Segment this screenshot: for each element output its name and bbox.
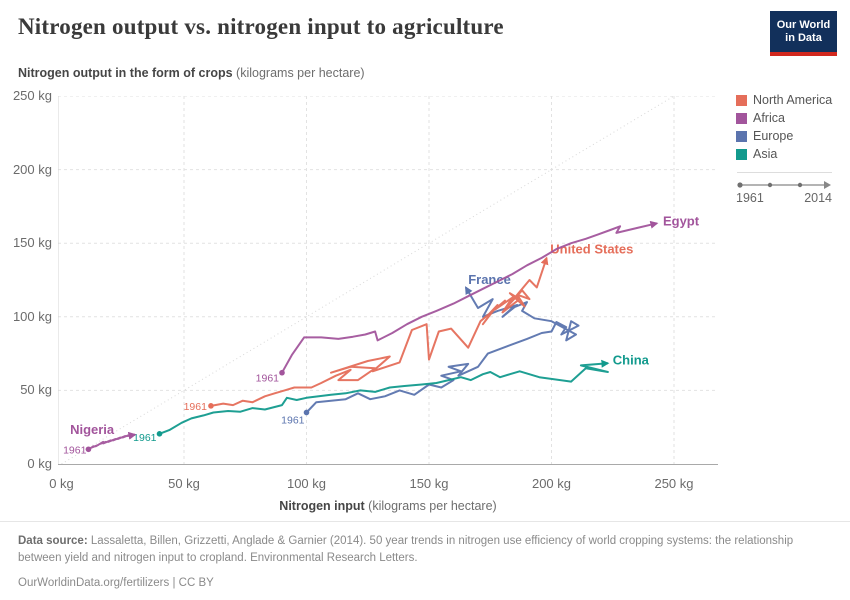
start-year-label: 1961 xyxy=(63,444,87,456)
legend-label: Asia xyxy=(753,147,778,161)
legend-label: Africa xyxy=(753,111,785,125)
legend-swatch-icon xyxy=(736,149,747,160)
legend-item-europe[interactable]: Europe xyxy=(736,130,844,143)
timeline-arrow-icon xyxy=(824,181,831,189)
series-line-france[interactable] xyxy=(305,286,580,414)
series-label-united-states[interactable]: United States xyxy=(549,240,635,258)
timeline-labels: 1961 2014 xyxy=(736,191,832,205)
y-tick-label: 150 kg xyxy=(12,235,52,251)
y-tick-label: 100 kg xyxy=(12,308,52,324)
diagonal-reference-line xyxy=(61,95,675,465)
legend-swatch-icon xyxy=(736,131,747,142)
x-tick-label: 50 kg xyxy=(168,476,200,491)
footer-separator: | xyxy=(169,576,179,589)
owid-url-link[interactable]: OurWorldinData.org/fertilizers xyxy=(18,576,170,589)
series-line-china[interactable] xyxy=(159,359,610,435)
timeline-slider[interactable] xyxy=(736,178,832,192)
start-year-label: 1961 xyxy=(281,414,305,426)
legend-label: Europe xyxy=(753,129,794,143)
page-title: Nitrogen output vs. nitrogen input to ag… xyxy=(18,14,504,39)
y-tick-label: 0 kg xyxy=(27,456,52,471)
data-source-note: Data source: Lassaletta, Billen, Grizzet… xyxy=(18,533,832,568)
series-start-dot xyxy=(208,403,214,409)
series-start-dot xyxy=(279,369,285,376)
legend-swatch-icon xyxy=(736,95,747,106)
series-label-nigeria[interactable]: Nigeria xyxy=(69,421,116,439)
y-tick-label: 50 kg xyxy=(20,382,52,398)
data-source-label: Data source: xyxy=(18,535,88,547)
series-line-united-states[interactable] xyxy=(210,256,549,407)
legend-item-north-america[interactable]: North America xyxy=(736,94,844,107)
y-axis-title: Nitrogen output in the form of crops (ki… xyxy=(18,66,365,80)
y-tick-label: 200 kg xyxy=(12,161,52,177)
timeline-start-handle[interactable] xyxy=(737,182,743,188)
owid-logo-line1: Our World xyxy=(776,18,831,31)
start-year-label: 1961 xyxy=(184,401,208,413)
footer-link-row: OurWorldinData.org/fertilizers | CC BY xyxy=(18,575,832,592)
x-tick-label: 150 kg xyxy=(409,476,449,491)
timeline-dot xyxy=(767,182,773,188)
y-axis-title-unit: (kilograms per hectare) xyxy=(232,66,365,80)
timeline-start-year: 1961 xyxy=(736,191,764,205)
series-line-nigeria[interactable] xyxy=(87,431,137,451)
series-start-dot xyxy=(85,446,92,453)
x-axis-title: Nitrogen input (kilograms per hectare) xyxy=(58,499,718,513)
data-source-text: Lassaletta, Billen, Grizzetti, Anglade &… xyxy=(18,535,794,565)
x-tick-label: 250 kg xyxy=(654,476,694,491)
series-label-china[interactable]: China xyxy=(612,351,651,369)
series-label-egypt[interactable]: Egypt xyxy=(662,212,701,230)
footer: Data source: Lassaletta, Billen, Grizzet… xyxy=(0,521,850,592)
x-axis-title-main: Nitrogen input xyxy=(279,499,365,513)
timeline-dot xyxy=(797,182,803,188)
legend-label: North America xyxy=(753,93,833,107)
start-year-label: 1961 xyxy=(256,373,280,385)
y-axis-title-main: Nitrogen output in the form of crops xyxy=(18,66,233,80)
owid-logo[interactable]: Our World in Data xyxy=(770,11,837,56)
series-start-dot xyxy=(156,431,163,437)
legend-item-asia[interactable]: Asia xyxy=(736,148,844,161)
license-label: CC BY xyxy=(178,576,214,589)
x-axis-title-unit: (kilograms per hectare) xyxy=(364,499,497,513)
series-label-france[interactable]: France xyxy=(467,271,512,289)
x-tick-label: 100 kg xyxy=(286,476,327,491)
timeline-end-year: 2014 xyxy=(804,191,832,205)
legend-swatch-icon xyxy=(736,113,747,124)
owid-logo-line2: in Data xyxy=(785,31,822,44)
x-tick-label: 0 kg xyxy=(49,476,74,491)
legend: North America Africa Europe Asia xyxy=(736,94,844,166)
series-line-egypt[interactable] xyxy=(281,220,659,374)
series-start-dot xyxy=(303,409,310,416)
plot-area: 1961 France 1961 United States 1961 China 1961… xyxy=(57,95,720,479)
y-tick-label: 250 kg xyxy=(12,88,52,103)
start-year-label: 1961 xyxy=(133,432,157,444)
x-tick-label: 200 kg xyxy=(531,476,572,491)
chart-canvas[interactable]: 1961 France 1961 United States 1961 China 1961… xyxy=(57,95,720,474)
legend-divider xyxy=(737,172,832,173)
legend-item-africa[interactable]: Africa xyxy=(736,112,844,125)
